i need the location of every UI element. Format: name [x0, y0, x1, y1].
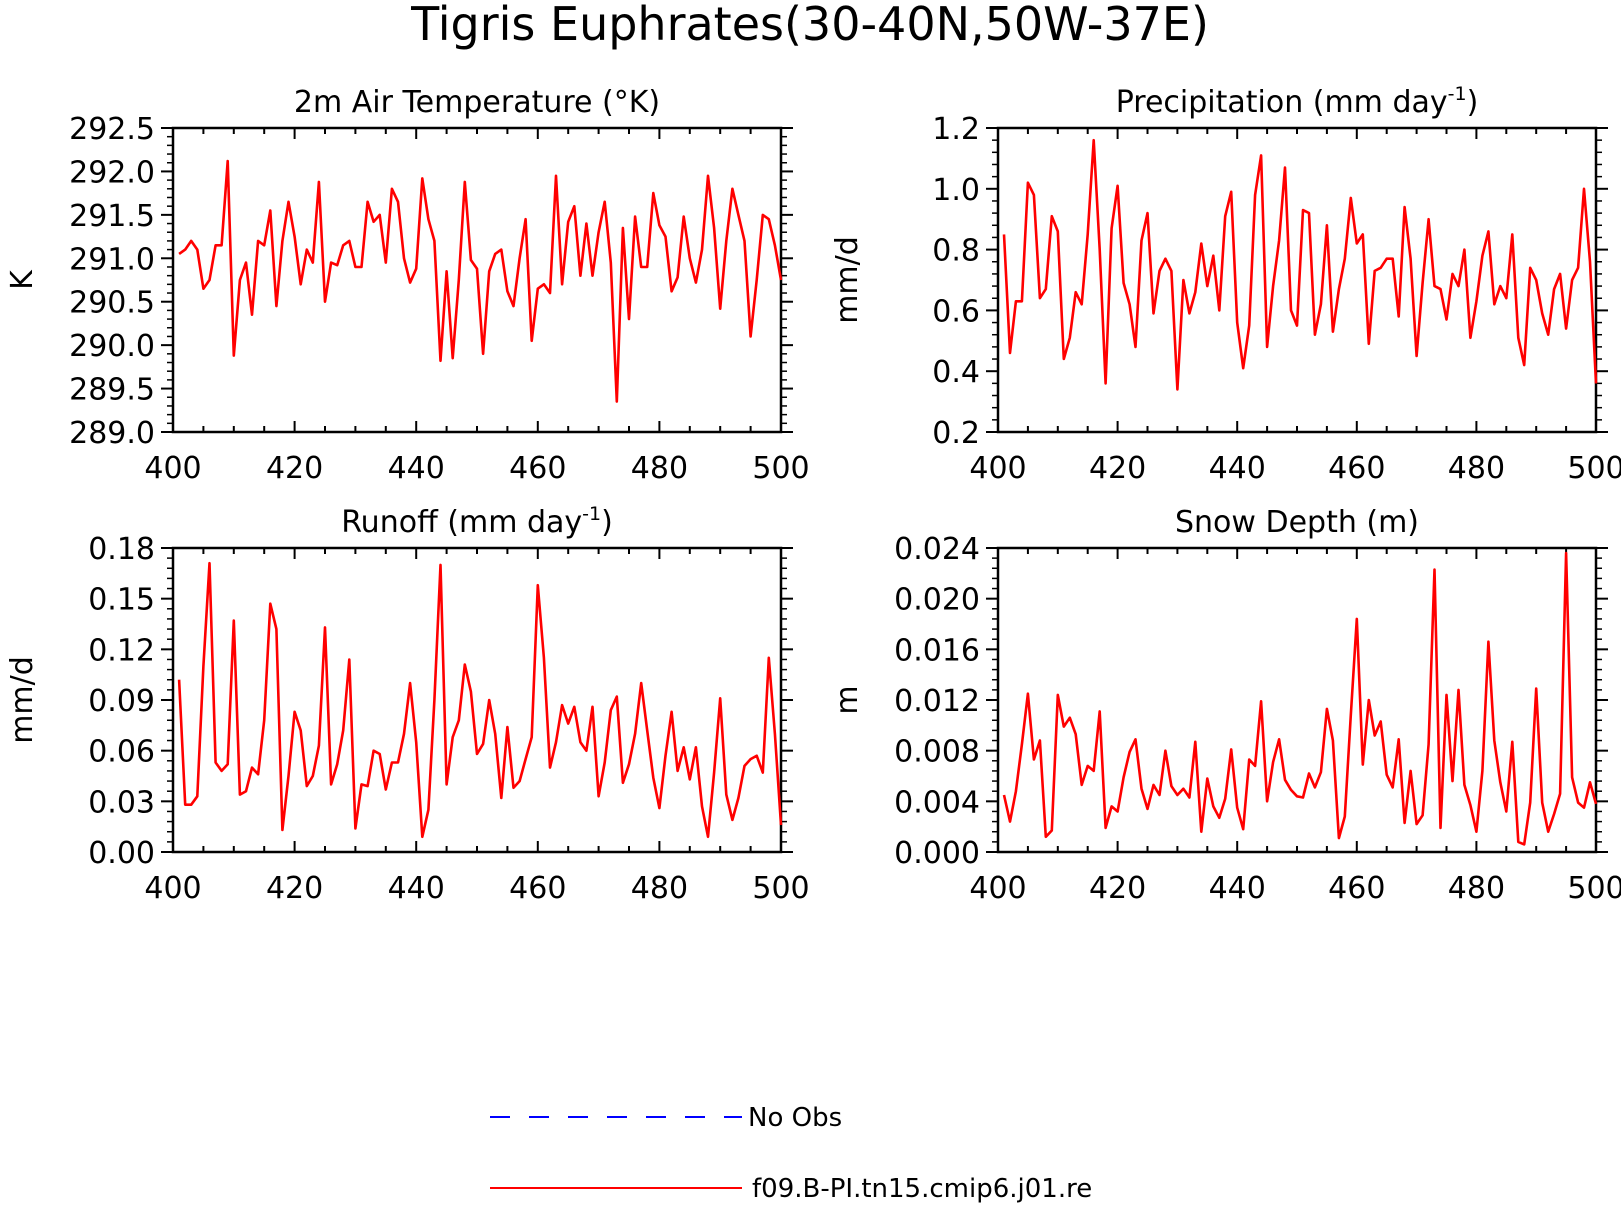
y-tick-label: 1.2 — [932, 112, 980, 147]
x-tick-label: 440 — [1209, 451, 1266, 486]
x-tick-label: 480 — [631, 871, 688, 906]
y-tick-label: 0.012 — [894, 684, 980, 719]
x-tick-label: 460 — [1328, 451, 1385, 486]
y-axis-label: mm/d — [830, 236, 865, 324]
y-tick-label: 292.5 — [69, 112, 155, 147]
panel-title-tail: ) — [601, 505, 613, 540]
x-tick-label: 400 — [969, 871, 1026, 906]
x-tick-label: 480 — [1448, 871, 1505, 906]
panel-title: 2m Air Temperature (°K) — [294, 85, 660, 120]
y-tick-label: 0.6 — [932, 294, 980, 329]
y-tick-label: 0.09 — [88, 684, 155, 719]
legend-no-obs-label: No Obs — [748, 1103, 842, 1133]
x-tick-label: 500 — [752, 871, 809, 906]
y-tick-label: 0.06 — [88, 735, 155, 770]
plot-frame — [996, 126, 1598, 434]
y-tick-label: 0.12 — [88, 633, 155, 668]
x-tick-label: 480 — [631, 451, 688, 486]
x-tick-label: 400 — [144, 871, 201, 906]
panel-title: Runoff (mm day-1) — [341, 503, 613, 540]
legend: No Obs f09.B-PI.tn15.cmip6.j01.re — [490, 1103, 1092, 1204]
x-tick-label: 420 — [266, 451, 323, 486]
x-tick-label: 420 — [1089, 871, 1146, 906]
y-axis-label: K — [5, 269, 40, 290]
y-tick-label: 0.2 — [932, 416, 980, 451]
x-tick-label: 460 — [509, 871, 566, 906]
x-tick-label: 400 — [144, 451, 201, 486]
x-tick-label: 440 — [388, 451, 445, 486]
y-tick-label: 0.000 — [894, 836, 980, 871]
x-tick-label: 440 — [1209, 871, 1266, 906]
y-tick-label: 0.4 — [932, 355, 980, 390]
x-tick-label: 420 — [1089, 451, 1146, 486]
y-tick-label: 291.0 — [69, 242, 155, 277]
y-tick-label: 0.15 — [88, 583, 155, 618]
panel-title-main: Runoff (mm day — [341, 505, 582, 540]
y-tick-label: 0.00 — [88, 836, 155, 871]
x-tick-label: 400 — [969, 451, 1026, 486]
y-tick-label: 289.5 — [69, 373, 155, 408]
series-line — [1002, 551, 1598, 846]
y-tick-label: 0.004 — [894, 785, 980, 820]
panel-title: Snow Depth (m) — [1175, 505, 1419, 540]
y-tick-label: 289.0 — [69, 416, 155, 451]
panel-air-temperature: 2m Air Temperature (°K) K 400 420 440 460 480 5… — [5, 85, 810, 486]
legend-model-label: f09.B-PI.tn15.cmip6.j01.re — [752, 1174, 1092, 1204]
y-axis-label: m — [830, 685, 865, 714]
panel-runoff: Runoff (mm day-1) mm/d 400 420 440 460 480 500 0… — [5, 503, 810, 906]
y-tick-label: 1.0 — [932, 173, 980, 208]
panel-snow-depth: Snow Depth (m) m 400 420 440 460 480 500 0.000 0.… — [830, 505, 1621, 906]
x-tick-label: 420 — [266, 871, 323, 906]
x-tick-label: 440 — [388, 871, 445, 906]
y-axis-label: mm/d — [5, 656, 40, 744]
y-tick-label: 291.5 — [69, 199, 155, 234]
series-line — [177, 561, 783, 839]
panel-title-superscript: -1 — [582, 503, 601, 525]
x-tick-label: 460 — [509, 451, 566, 486]
y-tick-label: 290.0 — [69, 329, 155, 364]
x-tick-label: 500 — [752, 451, 809, 486]
panel-title-superscript: -1 — [1448, 83, 1467, 105]
x-tick-label: 460 — [1328, 871, 1385, 906]
y-tick-label: 0.024 — [894, 532, 980, 567]
y-tick-label: 290.5 — [69, 286, 155, 321]
series-line — [178, 159, 783, 403]
series-line — [1002, 138, 1598, 391]
panel-title: Precipitation (mm day-1) — [1116, 83, 1479, 120]
x-tick-label: 500 — [1567, 451, 1621, 486]
y-tick-label: 0.8 — [932, 234, 980, 269]
figure-title: Tigris Euphrates(30-40N,50W-37E) — [410, 0, 1209, 51]
y-tick-label: 292.0 — [69, 155, 155, 190]
y-tick-label: 0.18 — [88, 532, 155, 567]
y-tick-label: 0.016 — [894, 633, 980, 668]
x-tick-label: 500 — [1567, 871, 1621, 906]
panel-precipitation: Precipitation (mm day-1) mm/d 400 420 440 460… — [830, 83, 1621, 486]
panel-title-tail: ) — [1467, 85, 1479, 120]
panel-title-main: Precipitation (mm day — [1116, 85, 1448, 120]
y-tick-label: 0.020 — [894, 583, 980, 618]
y-tick-label: 0.03 — [88, 785, 155, 820]
panel-title-main: Snow Depth (m) — [1175, 505, 1419, 540]
x-tick-label: 480 — [1448, 451, 1505, 486]
y-tick-label: 0.008 — [894, 735, 980, 770]
panel-title-main: 2m Air Temperature (°K) — [294, 85, 660, 120]
